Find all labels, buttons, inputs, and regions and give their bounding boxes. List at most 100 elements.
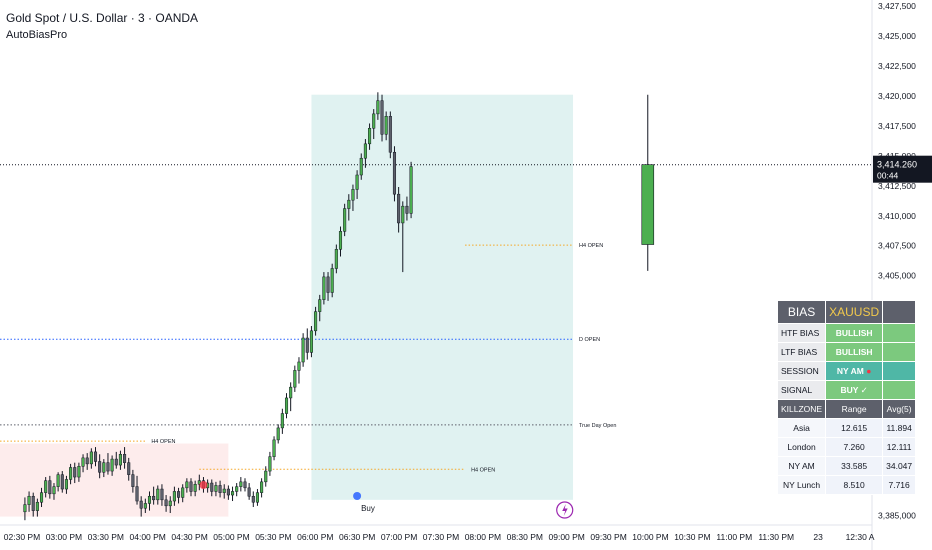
candle-body [293, 370, 297, 388]
bias-row-value: NY AM [836, 366, 864, 376]
candle-body [289, 386, 293, 399]
price-tick-label: 3,427,500 [878, 1, 916, 11]
candle-body [301, 337, 305, 363]
price-tick-label: 3,385,000 [878, 510, 916, 520]
killzone-avg: 34.047 [882, 456, 917, 476]
candle-body [318, 299, 322, 312]
candle-body [69, 467, 73, 480]
candles [23, 92, 655, 521]
killzone-range: 12.615 [825, 418, 884, 438]
price-tick-label: 3,417,500 [878, 121, 916, 131]
symbol-title[interactable]: Gold Spot / U.S. Dollar · 3 · OANDA [6, 11, 199, 25]
current-price-label: 3,414.260 [877, 160, 917, 170]
time-tick-label: 12:30 A [846, 532, 875, 542]
bias-row-signal: SIGNAL BUY ✓ [776, 380, 917, 400]
candle-body [64, 479, 68, 490]
level-lines: H4 OPEN D OPEN True Day Open H4 OPEN H4 OPEN [0, 164, 872, 473]
candle-body [106, 462, 110, 472]
candle-body [251, 495, 255, 503]
killzone-range: 8.510 [825, 475, 884, 495]
candle-body [114, 458, 118, 466]
bias-row-fill [882, 380, 917, 400]
candle-body [168, 500, 172, 507]
candle-body [44, 480, 48, 493]
candle-body [77, 466, 81, 478]
buy-signal-icon [353, 492, 362, 500]
candle-body [388, 116, 392, 153]
killzone-header-row: KILLZONE Range Avg(5) [776, 399, 917, 419]
candle-body [322, 276, 326, 300]
bias-row-htf: HTF BIAS BULLISH [776, 323, 917, 343]
time-tick-label: 02:30 PM [4, 532, 40, 542]
price-tick-label: 3,425,000 [878, 31, 916, 41]
candle-body [260, 481, 264, 493]
candle-body [110, 458, 114, 472]
candle-body [401, 205, 405, 224]
time-tick-label: 10:00 PM [632, 532, 668, 542]
killzone-avg: 12.111 [882, 437, 917, 457]
candle-body [235, 486, 239, 492]
candle-body [297, 361, 301, 371]
candle-body [160, 488, 164, 501]
candle-body [89, 451, 93, 465]
bias-table: BIAS XAUUSD HTF BIAS BULLISH LTF BIAS BU… [776, 300, 917, 495]
time-tick-label: 09:00 PM [549, 532, 585, 542]
candle-body [35, 501, 39, 511]
indicator-name[interactable]: AutoBiasPro [6, 29, 68, 41]
time-tick-label: 07:00 PM [381, 532, 417, 542]
bias-row-fill [882, 323, 917, 343]
candle-body [334, 249, 338, 269]
price-tick-label: 3,410,000 [878, 211, 916, 221]
bias-header-label: BIAS [776, 300, 827, 324]
candle-body [39, 492, 44, 503]
time-tick-label: 08:00 PM [465, 532, 501, 542]
session-dot-icon: ● [866, 366, 872, 376]
candle-body [143, 503, 147, 509]
candle-body [409, 166, 413, 214]
candle-body [31, 495, 35, 511]
price-tick-label: 3,412,500 [878, 181, 916, 191]
candle-body [314, 311, 318, 332]
background-layer [0, 94, 574, 517]
countdown-label: 00:44 [877, 171, 899, 181]
candle-body [93, 451, 98, 462]
candle-body [118, 454, 122, 466]
candle-body [226, 488, 230, 496]
time-tick-label: 10:30 PM [674, 532, 710, 542]
bias-row-label: LTF BIAS [776, 342, 827, 362]
candle-body [305, 337, 309, 353]
candle-body [139, 500, 143, 509]
bias-row-ltf: LTF BIAS BULLISH [776, 342, 917, 362]
candle-body [239, 481, 243, 487]
killzone-avg: 11.894 [882, 418, 917, 438]
killzone-row-asia: Asia 12.615 11.894 [776, 418, 917, 438]
time-tick-label: 11:30 PM [758, 532, 794, 542]
killzone-name: Asia [776, 418, 827, 438]
level-label: H4 OPEN [151, 439, 175, 445]
candle-body [214, 485, 218, 492]
candle-body [309, 330, 313, 353]
time-tick-label: 06:30 PM [339, 532, 375, 542]
candle-body [376, 100, 380, 115]
candle-body [255, 492, 259, 503]
killzone-row-ny-lunch: NY Lunch 8.510 7.716 [776, 475, 917, 495]
candle-body [193, 483, 197, 492]
candle-body [181, 487, 185, 498]
time-tick-label: 05:30 PM [255, 532, 291, 542]
candle-body [230, 491, 235, 496]
candle-body [23, 504, 27, 513]
level-label: H4 OPEN [579, 243, 603, 249]
bias-row-value: BULLISH [825, 342, 884, 362]
candle-body [359, 157, 363, 176]
candle-body [368, 128, 372, 145]
killzone-row-ny-am: NY AM 33.585 34.047 [776, 456, 917, 476]
candle-body [131, 474, 135, 487]
candle-body [48, 480, 52, 495]
killzone-header-range: Range [825, 399, 884, 419]
bias-row-fill [882, 342, 917, 362]
current-price-tag [873, 155, 932, 183]
time-tick-label: 08:30 PM [507, 532, 543, 542]
bias-row-value: BULLISH [825, 323, 884, 343]
